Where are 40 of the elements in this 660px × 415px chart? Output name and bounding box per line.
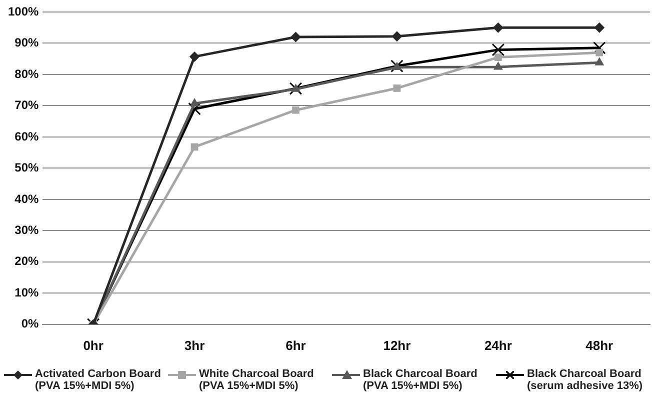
legend-label: Activated Carbon Board (PVA 15%+MDI 5%) (35, 368, 162, 392)
point (188, 102, 201, 116)
y-tick-label: 20% (14, 254, 40, 268)
y-tick-label: 60% (14, 129, 40, 144)
point (494, 54, 502, 61)
point (594, 22, 604, 33)
point (594, 58, 604, 66)
point (393, 84, 401, 92)
y-tick-label: 30% (14, 222, 40, 237)
point (392, 31, 402, 42)
x-tick-label: 24hr (484, 338, 512, 353)
point (291, 84, 300, 92)
x-tick-label: 6hr (286, 338, 306, 353)
point (292, 106, 300, 114)
point (492, 43, 505, 56)
y-tick-label: 40% (14, 192, 40, 206)
y-tick-label: 80% (14, 66, 40, 81)
point (494, 62, 503, 70)
point (190, 52, 200, 62)
y-tick-label: 50% (14, 160, 40, 175)
point (493, 22, 504, 33)
x-tick-label: 12hr (383, 338, 411, 353)
point (592, 42, 606, 54)
x-tick-label: 3hr (184, 338, 205, 353)
y-tick-label: 10% (14, 285, 40, 300)
point (190, 98, 199, 106)
y-tick-label: 90% (14, 36, 40, 50)
legend-label: Black Charcoal Board (serum adhesive 13%) (527, 368, 644, 392)
legend-label: Black Charcoal Board (PVA 15%+MDI 5%) (363, 368, 478, 392)
point (190, 143, 198, 151)
x-tick-label: 48hr (586, 338, 614, 353)
x-tick-label: 0hr (83, 338, 104, 353)
point (290, 32, 301, 42)
legend-label: White Charcoal Board (PVA 15%+MDI 5%) (199, 368, 315, 392)
y-tick-label: 0% (21, 316, 40, 331)
point (392, 62, 402, 70)
y-tick-label: 70% (14, 98, 40, 112)
point (596, 48, 604, 56)
y-tick-label: 100% (8, 4, 40, 18)
point (289, 82, 302, 95)
